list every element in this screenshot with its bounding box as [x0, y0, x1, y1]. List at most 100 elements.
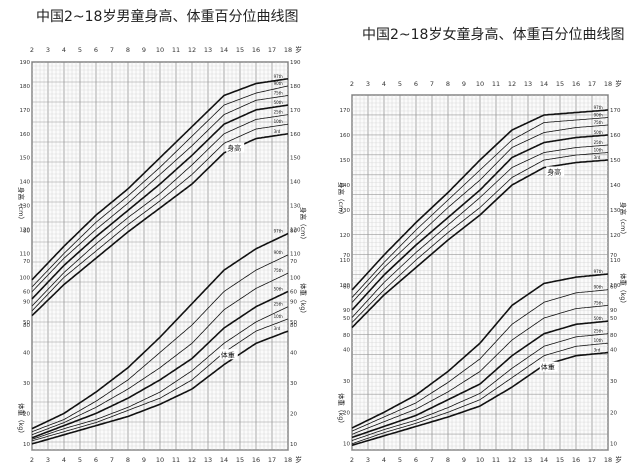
weight-tick-left: 30	[23, 381, 30, 387]
x-tick-label-top: 12	[508, 80, 516, 88]
weight-percentile-label: 3rd	[274, 326, 281, 331]
height-curve-97th	[31, 78, 289, 281]
height-percentile-label: 3rd	[274, 129, 281, 134]
weight-percentile-label: 90th	[274, 250, 284, 255]
weight-curve-97th	[351, 273, 609, 429]
height-curve-3rd	[31, 133, 289, 317]
x-tick-label-bottom: 9	[142, 456, 146, 464]
weight-percentile-label: 50th	[274, 286, 284, 291]
x-tick-label-bottom: 5	[398, 456, 402, 464]
height-tick-right: 160	[290, 132, 301, 138]
x-tick-label-top: 6	[414, 80, 418, 88]
height-curve-label: 身高	[547, 168, 561, 177]
weight-curve-10th	[31, 318, 289, 442]
x-tick-label-bottom: 7	[110, 456, 114, 464]
weight-tick-left: 20	[23, 411, 30, 417]
height-label-bg	[226, 142, 245, 153]
x-tick-label-bottom: 14	[220, 456, 228, 464]
height-curve-label: 身高	[227, 144, 241, 153]
x-tick-label-top: 10	[476, 80, 484, 88]
height-curve-25th	[31, 114, 289, 307]
x-tick-label-top: 17	[588, 80, 596, 88]
x-tick-label-bottom: 17	[268, 456, 276, 464]
weight-label-bg	[219, 349, 238, 360]
x-tick-label-top: 4	[62, 46, 66, 54]
weight-tick-left: 80	[23, 228, 30, 234]
height-percentile-label: 25th	[274, 110, 284, 115]
weight-curve-3rd	[351, 351, 609, 447]
weight-curve-25th	[351, 333, 609, 441]
height-tick-right: 170	[610, 108, 621, 114]
height-tick-left: 130	[340, 208, 351, 214]
height-tick-right: 170	[290, 108, 301, 114]
height-tick-right: 160	[610, 133, 621, 139]
height-curve-10th	[351, 152, 609, 323]
weight-tick-right: 80	[290, 228, 297, 234]
height-tick-right: 110	[290, 251, 301, 257]
x-tick-label-bottom: 3	[366, 456, 370, 464]
height-tick-right: 140	[610, 183, 621, 189]
height-curve-75th	[351, 124, 609, 303]
x-unit-label-top: 岁	[615, 79, 622, 88]
x-tick-label-top: 18	[284, 46, 292, 54]
weight-percentile-label: 25th	[594, 329, 604, 334]
x-tick-label-top: 3	[46, 46, 50, 54]
height-percentile-label: 3rd	[594, 155, 601, 160]
x-tick-label-bottom: 6	[414, 456, 418, 464]
x-tick-label-top: 11	[172, 46, 180, 54]
x-tick-label-top: 9	[462, 80, 466, 88]
x-tick-label-bottom: 10	[156, 456, 164, 464]
height-percentile-label: 75th	[594, 120, 604, 125]
weight-tick-right: 10	[610, 442, 617, 448]
height-percentile-label: 97th	[274, 74, 284, 79]
x-tick-label-bottom: 6	[94, 456, 98, 464]
x-tick-label-top: 12	[188, 46, 196, 54]
x-tick-label-bottom: 9	[462, 456, 466, 464]
x-tick-label-bottom: 4	[382, 456, 386, 464]
x-unit-label-bottom: 岁	[615, 455, 622, 464]
weight-percentile-label: 50th	[594, 316, 604, 321]
x-tick-label-bottom: 12	[188, 456, 196, 464]
height-curve-3rd	[351, 159, 609, 329]
weight-curve-50th	[351, 320, 609, 439]
height-tick-right: 110	[610, 258, 621, 264]
x-unit-label-top: 岁	[295, 45, 302, 54]
height-tick-right: 130	[610, 208, 621, 214]
x-tick-label-top: 18	[604, 80, 612, 88]
weight-percentile-label: 10th	[594, 338, 604, 343]
x-tick-label-top: 3	[366, 80, 370, 88]
weight-curve-label: 体重	[221, 350, 235, 359]
weight-tick-left: 70	[23, 259, 30, 265]
x-tick-label-top: 2	[30, 46, 34, 54]
x-tick-label-top: 15	[556, 80, 564, 88]
x-tick-label-bottom: 15	[556, 456, 564, 464]
weight-percentile-label: 75th	[594, 300, 604, 305]
height-tick-right: 140	[290, 180, 301, 186]
weight-curve-90th	[351, 289, 609, 432]
weight-tick-right: 70	[610, 253, 617, 259]
height-percentile-label: 97th	[594, 105, 604, 110]
height-tick-right: 130	[290, 204, 301, 210]
weight-tick-right: 50	[610, 316, 617, 322]
height-curve-50th	[31, 104, 289, 300]
weight-axis-title-right: 体重（kg）	[619, 273, 628, 307]
height-tick-left: 160	[20, 132, 31, 138]
height-percentile-label: 75th	[274, 91, 284, 96]
boys-chart-title: 中国2~18岁男童身高、体重百分位曲线图	[36, 9, 299, 25]
height-label-bg	[546, 166, 565, 177]
height-curve-90th	[351, 117, 609, 298]
x-tick-label-bottom: 13	[204, 456, 212, 464]
height-tick-right: 150	[290, 156, 301, 162]
height-tick-right: 150	[610, 158, 621, 164]
height-axis-title-right: 身高（cm）	[619, 202, 628, 238]
height-tick-right: 120	[290, 228, 301, 234]
weight-curve-3rd	[31, 330, 289, 445]
weight-tick-left: 40	[343, 347, 350, 353]
x-tick-label-top: 14	[220, 46, 228, 54]
height-tick-left: 110	[340, 258, 351, 264]
height-percentile-label: 90th	[594, 113, 604, 118]
weight-percentile-label: 3rd	[594, 348, 601, 353]
x-tick-label-top: 13	[524, 80, 532, 88]
